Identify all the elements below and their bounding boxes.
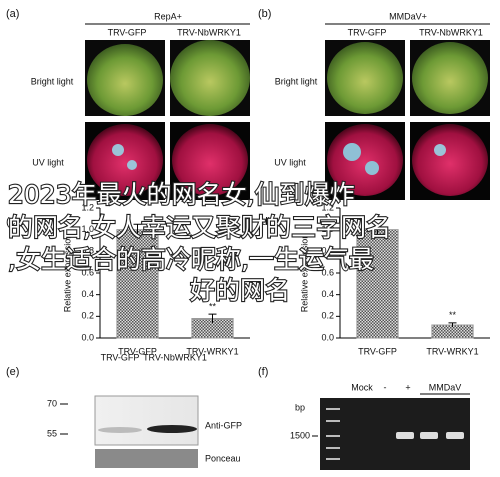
leaf-images — [85, 40, 250, 200]
overlay-text: 的网名,女人幸运又聚财的三字网名 — [8, 213, 391, 242]
row-label: Ponceau — [205, 453, 241, 463]
marker-label: 55 — [47, 428, 57, 438]
panel-label: (b) — [258, 8, 271, 20]
y-tick-label: 0.8 — [321, 246, 334, 256]
virus-label: RepA+ — [154, 11, 182, 21]
error-bar — [133, 223, 142, 236]
error-bar — [448, 322, 457, 328]
error-bar — [208, 313, 217, 323]
overlay-text: 2023年最火的网名女,仙到爆炸 — [8, 180, 355, 209]
y-tick-label: 1.0 — [321, 224, 334, 234]
y-tick-label: 0.6 — [321, 267, 334, 277]
column-label: TRV-NbWRKY1 — [419, 27, 483, 37]
group-label: MMDaV — [429, 382, 462, 392]
y-tick-label: 0.0 — [321, 332, 334, 342]
y-tick-label: 1.0 — [81, 224, 94, 234]
y-tick-label: 0.4 — [321, 289, 334, 299]
overlay-text: ,女生适合的高冷昵称,一生运气最 — [8, 245, 374, 274]
panel-label: (f) — [258, 366, 268, 378]
y-tick-label: 1.2 — [81, 202, 94, 212]
band — [98, 427, 142, 433]
row-label: Bright light — [31, 76, 74, 86]
overlay-text: 好的网名 — [190, 276, 290, 305]
x-tick-label: TRV-WRKY1 — [426, 346, 478, 356]
unit-label: bp — [295, 402, 305, 412]
bar — [116, 229, 159, 339]
gel — [320, 398, 470, 470]
marker-label: 70 — [47, 398, 57, 408]
y-tick-label: 0.2 — [81, 311, 94, 321]
x-tick-label: TRV-GFP — [358, 346, 397, 356]
panel-label: (a) — [6, 8, 19, 20]
bar — [356, 229, 399, 339]
y-tick-label: 0.8 — [81, 246, 94, 256]
significance: ** — [209, 302, 217, 312]
row-label: Bright light — [275, 76, 318, 86]
row-label: UV light — [274, 157, 306, 167]
ponceau-blot — [95, 449, 198, 468]
gel-bands — [326, 408, 464, 460]
y-axis-label: Relative expression — [62, 234, 72, 313]
panel-label: (e) — [6, 366, 19, 378]
y-tick-label: 0.4 — [81, 289, 94, 299]
virus-label: MMDaV+ — [389, 11, 427, 21]
column-label: TRV-GFP — [348, 27, 387, 37]
x-tick-label: TRV-WRKY1 — [186, 346, 238, 356]
band — [147, 425, 197, 433]
y-axis-label: Relative expression — [299, 234, 309, 313]
row-label: Anti-GFP — [205, 420, 242, 430]
leaf-images — [325, 40, 490, 200]
x-tick-label: TRV-GFP — [118, 346, 157, 356]
lane-label: + — [405, 382, 410, 392]
panel-label: (d) — [258, 216, 271, 228]
lane-label: - — [384, 382, 387, 392]
blot — [94, 395, 199, 446]
row-label: UV light — [32, 157, 64, 167]
y-tick-label: 0.0 — [81, 332, 94, 342]
column-label: TRV-GFP — [108, 27, 147, 37]
marker-label: 1500 — [290, 430, 310, 440]
y-tick-label: 0.2 — [321, 311, 334, 321]
lane-label: Mock — [351, 382, 373, 392]
significance: ** — [449, 310, 457, 320]
column-label: TRV-GFP — [101, 352, 140, 362]
y-tick-label: 1.2 — [321, 202, 334, 212]
y-tick-label: 0.6 — [81, 267, 94, 277]
error-bar — [373, 223, 382, 236]
charts: (c) Relative expression 0.0 0.2 0.4 0.6 0.8 1.0… — [6, 202, 490, 356]
column-label: TRV-NbWRKY1 — [143, 352, 207, 362]
panel-label: (c) — [6, 216, 19, 228]
column-label: TRV-NbWRKY1 — [177, 27, 241, 37]
